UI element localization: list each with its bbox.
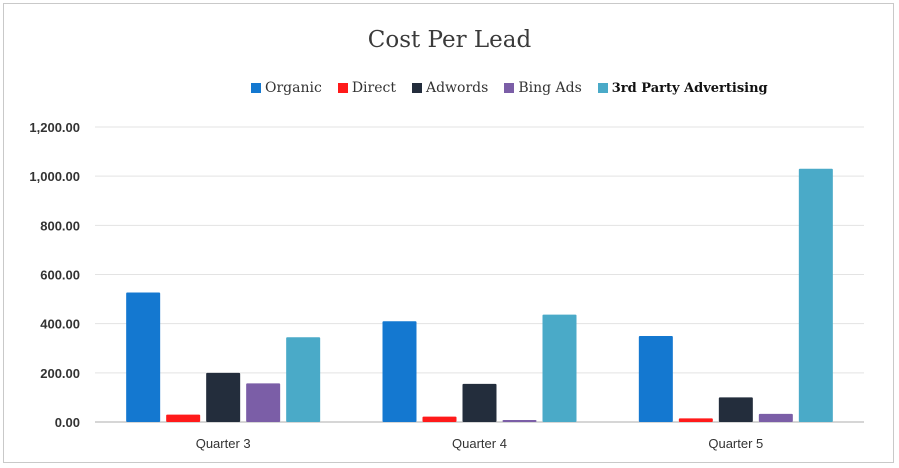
- legend-item-3rd-party: 3rd Party Advertising: [597, 80, 768, 96]
- legend-item-organic: Organic: [251, 80, 322, 96]
- bar-bing-ads-quarter-3: [246, 383, 281, 422]
- bar-organic-quarter-3: [126, 292, 161, 422]
- y-tick-label: 200.00: [40, 366, 80, 381]
- bar-adwords-quarter-3: [206, 372, 241, 422]
- bar-direct-quarter-3: [166, 414, 201, 422]
- x-category-label: Quarter 3: [196, 436, 251, 451]
- legend-label-bing-ads: Bing Ads: [518, 80, 582, 96]
- legend-swatch-3rd-party: [597, 83, 608, 93]
- x-category-label: Quarter 5: [708, 436, 763, 451]
- bar-3rd-party-advertising-quarter-4: [542, 314, 577, 422]
- y-tick-label: 400.00: [40, 317, 80, 332]
- bar-3rd-party-advertising-quarter-5: [798, 168, 833, 422]
- bar-organic-quarter-5: [638, 335, 673, 422]
- y-tick-label: 1,000.00: [29, 169, 80, 184]
- legend-label-direct: Direct: [351, 80, 396, 96]
- bar-bing-ads-quarter-4: [502, 420, 537, 422]
- y-tick-label: 1,200.00: [29, 120, 80, 135]
- legend-item-adwords: Adwords: [411, 80, 489, 96]
- legend-swatch-bing-ads: [504, 83, 515, 93]
- legend-swatch-direct: [337, 83, 348, 93]
- bar-direct-quarter-5: [678, 418, 713, 422]
- legend: Organic Direct Adwords Bing Ads 3rd Part…: [251, 78, 784, 98]
- x-category-label: Quarter 4: [452, 436, 507, 451]
- bar-bing-ads-quarter-5: [758, 413, 793, 422]
- y-tick-label: 800.00: [40, 218, 80, 233]
- bar-3rd-party-advertising-quarter-3: [286, 337, 321, 422]
- bar-adwords-quarter-4: [462, 383, 497, 422]
- bar-organic-quarter-4: [382, 321, 417, 422]
- legend-item-direct: Direct: [337, 80, 396, 96]
- legend-label-adwords: Adwords: [425, 80, 489, 96]
- legend-item-bing-ads: Bing Ads: [504, 80, 582, 96]
- bar-adwords-quarter-5: [718, 397, 753, 422]
- legend-label-3rd-party: 3rd Party Advertising: [611, 80, 768, 96]
- bar-direct-quarter-4: [422, 416, 457, 422]
- legend-swatch-organic: [251, 83, 261, 93]
- chart-title: Cost Per Lead: [367, 27, 532, 53]
- legend-swatch-adwords: [411, 83, 422, 93]
- y-tick-label: 0.00: [55, 415, 80, 430]
- y-tick-label: 600.00: [40, 268, 80, 283]
- legend-label-organic: Organic: [265, 80, 322, 96]
